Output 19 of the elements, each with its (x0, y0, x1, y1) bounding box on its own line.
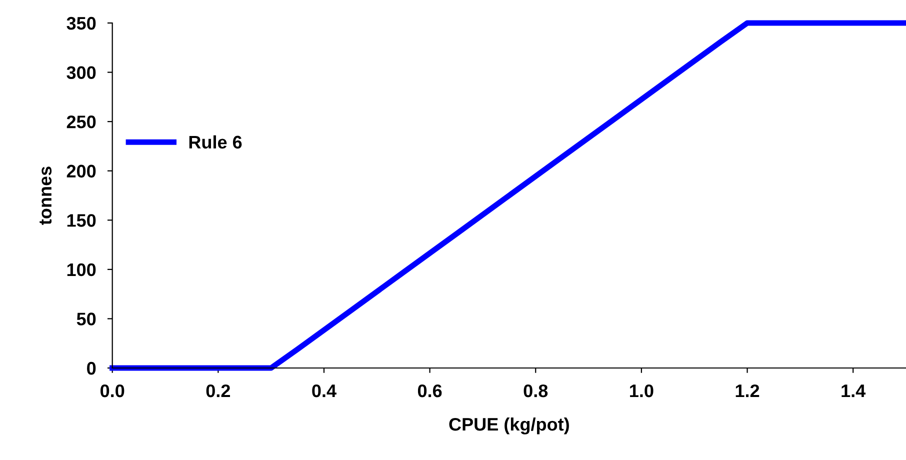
x-tick-label: 1.2 (736, 384, 760, 398)
legend-label: Rule 6 (189, 135, 242, 149)
x-tick-label: 1.0 (630, 384, 654, 398)
y-tick-label: 100 (67, 263, 96, 276)
x-axis-title: CPUE (kg/pot) (449, 417, 569, 434)
y-tick-label: 50 (76, 312, 96, 326)
y-tick-label: 350 (66, 16, 96, 30)
y-tick-label: 300 (66, 66, 96, 80)
y-tick-label: 200 (66, 164, 96, 178)
x-tick-label: 0.2 (206, 384, 230, 398)
y-axis-title: tonnes (40, 166, 52, 225)
x-tick-label: 0.8 (524, 384, 548, 398)
y-tick-label: 0 (87, 362, 96, 375)
x-tick-label: 0.6 (418, 384, 442, 398)
y-tick-label: 150 (67, 214, 96, 227)
x-tick-label: 0.4 (312, 384, 336, 398)
x-tick-label: 1.4 (842, 384, 866, 398)
x-tick-label: 0.0 (100, 384, 124, 398)
y-tick-label: 250 (66, 116, 96, 128)
